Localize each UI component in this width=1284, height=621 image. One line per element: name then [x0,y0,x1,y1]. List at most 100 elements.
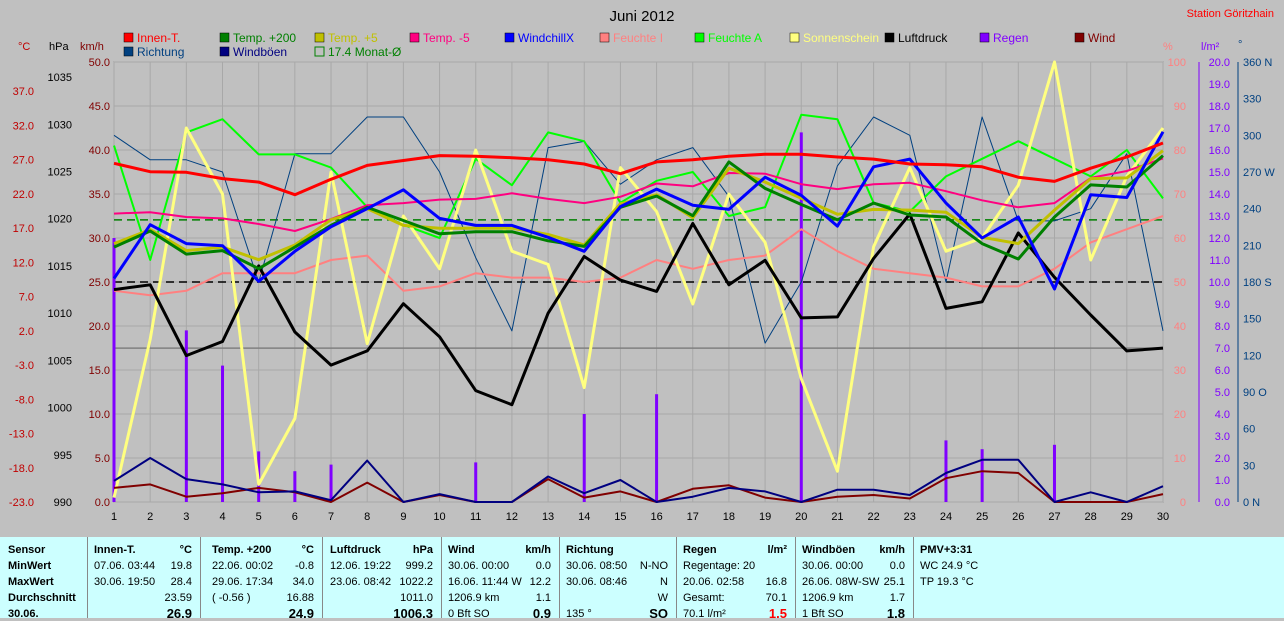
rain-bar [221,365,225,502]
legend-swatch [219,32,230,43]
stats-value: 24.9 [288,606,314,621]
stats-value: 1.5 [768,606,787,621]
stats-value: 70.1 [765,592,787,604]
stats-value: SO [649,606,668,621]
rain-bar [582,414,586,502]
legend-label-innen: Innen-T. [137,31,180,45]
rain-tick-label: 5.0 [1215,387,1230,399]
stats-unit: l/m² [767,544,787,556]
stats-value: 26.9 [166,606,192,621]
stats-cell: 30.06. 08:50 [566,560,628,572]
x-tick-label: 9 [400,511,406,523]
temp-tick-label: -13.0 [9,429,34,441]
series-line-temp200 [113,154,1164,271]
legend-label-luftdruck: Luftdruck [898,31,948,45]
stats-unit: km/h [525,544,551,556]
rain-tick-label: 4.0 [1215,409,1230,421]
stats-value: 1011.0 [400,592,433,604]
stats-wind: Wind km/h 30.06. 00:00 0.0 16.06. 11:44 W 12.… [441,537,560,621]
temp-tick-label: 27.0 [13,155,34,167]
rain-tick-label: 6.0 [1215,365,1230,377]
legend-label-regen: Regen [993,31,1028,45]
hpa-tick-label: 1020 [48,214,72,226]
stats-cell: 26.06. 08W-SW [802,576,880,588]
temp-tick-label: -23.0 [9,497,34,509]
stats-value: 1.7 [889,592,905,604]
deg-tick-label: 270 W [1243,167,1275,179]
x-tick-label: 10 [433,511,445,523]
hpa-tick-label: 1035 [48,72,72,84]
stats-value: 34.0 [292,576,314,588]
x-tick-label: 13 [542,511,554,523]
deg-tick-label: 330 [1243,94,1261,106]
stats-cell: 1206.9 km [448,592,500,604]
legend-swatch [123,46,134,57]
pct-tick-label: 40 [1174,321,1186,333]
legend-label-feuchteA: Feuchte A [708,31,762,45]
rain-bar [655,394,659,502]
stats-value: 12.2 [529,576,551,588]
stats-value: 1022.2 [399,576,433,588]
x-tick-label: 16 [650,511,662,523]
temp-tick-label: 7.0 [19,292,34,304]
legend-label-wind: Wind [1088,31,1115,45]
x-tick-label: 2 [147,511,153,523]
hpa-tick-label: 1010 [48,308,72,320]
x-tick-label: 17 [687,511,699,523]
legend-swatch [1074,32,1085,43]
deg-tick-label: 0 N [1243,497,1260,509]
stats-windboeen: Windböen km/h 30.06. 00:00 0.0 26.06. 08W-SW… [795,537,914,621]
stats-title: Wind [448,544,475,556]
stats-unit: °C [179,544,192,556]
legend-swatch [884,32,895,43]
legend-label-richtung: Richtung [137,45,184,59]
x-tick-label: 20 [795,511,807,523]
temp-tick-label: -3.0 [15,360,34,372]
rain-tick-label: 12.0 [1209,233,1230,245]
stats-cell: WC 24.9 °C [920,560,979,572]
hpa-tick-label: 990 [54,497,72,509]
stats-value: 0.0 [889,560,905,572]
stats-value: 16.88 [286,592,314,604]
x-tick-label: 6 [292,511,298,523]
stats-sensor: Sensor MinWert MaxWert Durchschnitt 30.0… [0,537,88,620]
temp-tick-label: -8.0 [15,394,34,406]
x-tick-label: 19 [759,511,771,523]
temp-tick-label: 32.0 [13,120,34,132]
kmh-tick-label: 35.0 [89,189,110,201]
x-tick-label: 14 [578,511,590,523]
rain-tick-label: 14.0 [1209,189,1230,201]
stats-temp200: Temp. +200 °C 22.06. 00:02 -0.8 29.06. 17:34… [205,537,323,621]
kmh-tick-label: 30.0 [89,233,110,245]
stats-cell: 23.06. 08:42 [330,576,392,588]
stats-value: W [657,592,668,604]
kmh-tick-label: 40.0 [89,145,110,157]
stats-cell: 07.06. 03:44 [94,560,156,572]
rain-bar [112,238,116,502]
stats-value: 16.8 [765,576,787,588]
stats-cell: 29.06. 17:34 [212,576,274,588]
stats-cell: Gesamt: [683,592,725,604]
rain-tick-label: 13.0 [1209,211,1230,223]
temp-tick-label: 12.0 [13,257,34,269]
stats-sensor-title: Sensor [8,544,46,556]
stats-title: Luftdruck [330,544,381,556]
x-tick-label: 8 [364,511,370,523]
series-line-innen [113,141,1164,197]
stats-title: Temp. +200 [212,544,272,556]
legend-label-tempp5: Temp. +5 [328,31,378,45]
legend-label-windboeen: Windböen [233,45,287,59]
stats-value: 999.2 [405,560,433,572]
pct-tick-label: 70 [1174,189,1186,201]
stats-value: 1.1 [535,592,551,604]
rain-bar [474,462,478,502]
rain-bar [329,464,333,502]
rain-bar [184,330,188,502]
hpa-tick-label: 995 [54,450,72,462]
kmh-tick-label: 45.0 [89,101,110,113]
stats-cell: 30.06. 08:46 [566,576,628,588]
rain-bar [1052,444,1056,502]
x-tick-label: 27 [1048,511,1060,523]
temp-tick-label: 2.0 [19,326,34,338]
stats-cell: 70.1 l/m² [683,608,726,620]
